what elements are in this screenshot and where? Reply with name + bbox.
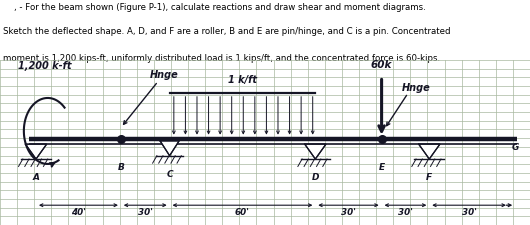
Text: 60': 60' [235, 207, 250, 216]
Text: F: F [426, 172, 432, 181]
Polygon shape [25, 144, 47, 159]
Text: 1,200 k-ft: 1,200 k-ft [19, 61, 72, 71]
Text: 60k: 60k [371, 59, 392, 69]
Text: C: C [166, 169, 173, 178]
Text: 30': 30' [462, 207, 476, 216]
Text: G: G [511, 142, 519, 151]
Text: B: B [118, 163, 124, 171]
Text: D: D [312, 172, 319, 181]
Polygon shape [419, 144, 440, 159]
Text: , - For the beam shown (Figure P-1), calculate reactions and draw shear and mome: , - For the beam shown (Figure P-1), cal… [3, 3, 426, 12]
Text: Sketch the deflected shape. A, D, and F are a roller, B and E are pin/hinge, and: Sketch the deflected shape. A, D, and F … [3, 27, 450, 36]
Text: Hnge: Hnge [402, 82, 430, 92]
Text: moment is 1,200 kips-ft, uniformly distributed load is 1 kips/ft, and the concen: moment is 1,200 kips-ft, uniformly distr… [3, 54, 440, 62]
Text: 40': 40' [71, 207, 86, 216]
Polygon shape [305, 144, 326, 159]
Text: 30': 30' [398, 207, 413, 216]
Polygon shape [160, 141, 179, 156]
Text: A: A [32, 172, 40, 181]
Text: 1 k/ft: 1 k/ft [228, 75, 257, 85]
Text: 30': 30' [138, 207, 153, 216]
Text: E: E [378, 163, 385, 171]
Text: 30': 30' [341, 207, 356, 216]
Text: Hnge: Hnge [123, 69, 179, 125]
